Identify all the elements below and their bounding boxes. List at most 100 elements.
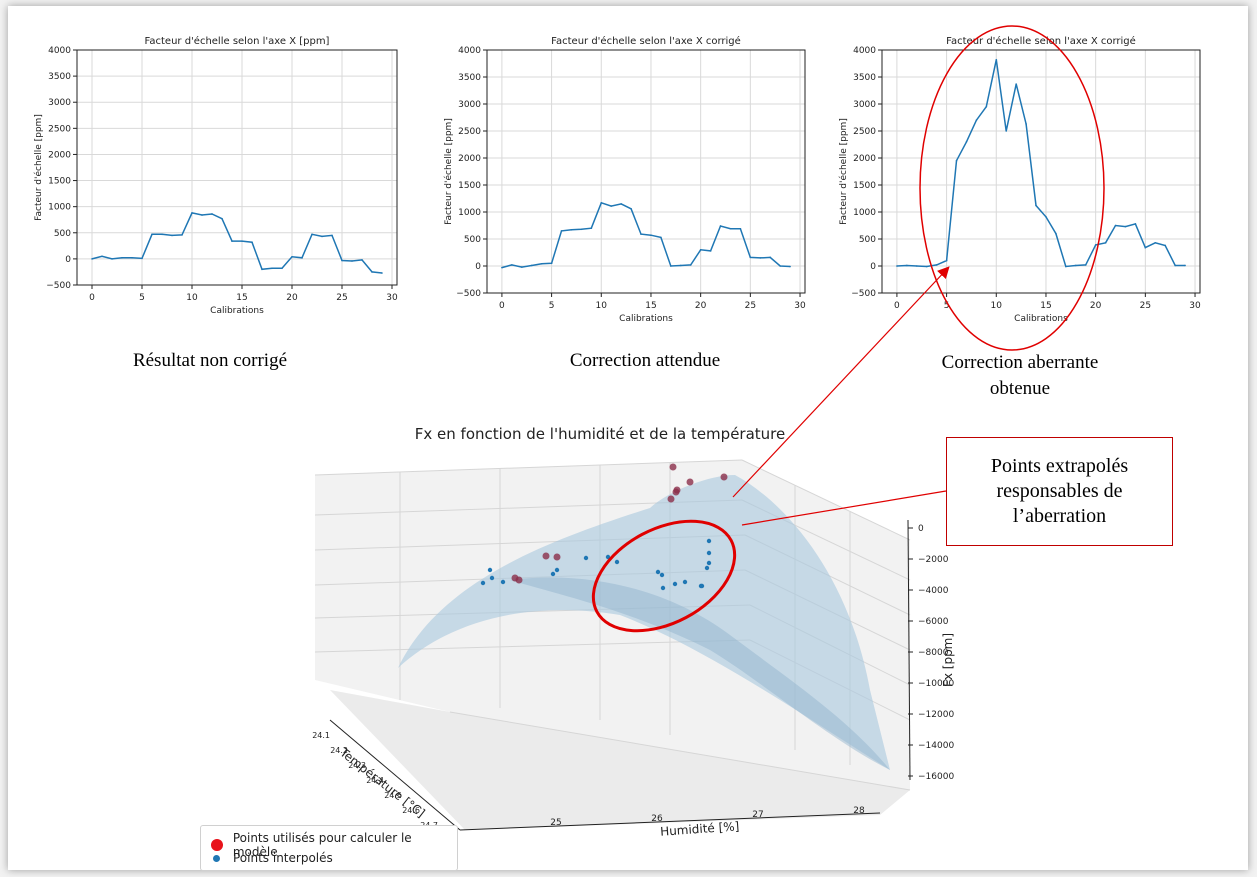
data-point <box>915 265 918 267</box>
x-tick-label: 20 <box>695 301 707 311</box>
point-used <box>720 473 728 481</box>
chart-title: Facteur d'échelle selon l'axe X corrigé <box>551 35 741 47</box>
data-point <box>699 249 702 251</box>
x-tick-label: 28 <box>853 806 865 816</box>
y-tick-label: 1000 <box>853 208 876 218</box>
data-point <box>1074 264 1077 267</box>
data-point <box>995 58 998 61</box>
y-tick-label: −500 <box>851 289 876 299</box>
data-point <box>670 265 672 267</box>
point-interpolated <box>487 567 493 573</box>
y-tick-label: 4000 <box>48 46 71 56</box>
y-tick-label: 24.6 <box>402 806 420 815</box>
data-point <box>291 256 293 258</box>
z-tick-label: 0 <box>918 524 924 534</box>
series-line <box>896 59 1186 268</box>
y-tick-label: 3500 <box>48 72 71 82</box>
data-point <box>590 227 593 229</box>
data-point <box>141 257 143 260</box>
points-used-group <box>511 463 728 584</box>
data-point <box>91 258 93 260</box>
point-interpolated <box>500 579 506 585</box>
point-used <box>667 495 675 503</box>
data-point <box>955 159 958 162</box>
point-interpolated <box>554 567 560 573</box>
zlabel: Fx [ppm] <box>941 633 955 687</box>
data-point <box>540 263 543 265</box>
data-point <box>1055 232 1057 235</box>
data-point <box>1124 225 1127 228</box>
callout-box: Points extrapolés responsables de l’aber… <box>946 437 1173 546</box>
data-point <box>530 264 533 267</box>
data-point <box>171 234 173 237</box>
data-point <box>985 105 988 108</box>
point-interpolated <box>706 560 712 566</box>
y-tick-label: 3500 <box>853 73 876 83</box>
data-point <box>729 227 732 230</box>
data-point <box>640 233 642 235</box>
point-interpolated <box>550 571 556 577</box>
y-tick-label: 4000 <box>853 46 876 56</box>
x-tick-label: 30 <box>1189 301 1201 311</box>
data-point <box>321 235 323 238</box>
data-point <box>1094 244 1097 246</box>
x-axis-label: Calibrations <box>619 314 673 324</box>
point-interpolated <box>659 572 665 578</box>
data-point <box>660 236 662 239</box>
data-point <box>271 267 273 270</box>
z-tick-label: −6000 <box>918 617 949 627</box>
data-point <box>361 259 363 261</box>
x-tick-label: 5 <box>139 293 145 303</box>
point-used <box>553 553 561 561</box>
y-tick-label: 2000 <box>853 154 876 164</box>
data-point <box>975 119 978 121</box>
plot-frame <box>881 49 1201 294</box>
data-point <box>1184 264 1186 267</box>
y-axis-label: Facteur d'échelle [ppm] <box>838 118 849 225</box>
data-point <box>709 250 712 252</box>
data-point <box>1104 241 1107 244</box>
y-tick-label: 1500 <box>48 177 71 187</box>
data-point <box>789 265 791 268</box>
y-tick-label: 1500 <box>853 181 876 191</box>
data-point <box>739 227 742 230</box>
data-point <box>121 257 123 259</box>
data-point <box>111 258 113 260</box>
point-interpolated <box>706 538 712 544</box>
x-tick-label: 15 <box>236 293 247 303</box>
y-axis-label: Facteur d'échelle [ppm] <box>33 114 44 221</box>
y-tick-label: 500 <box>54 229 71 239</box>
data-point <box>896 265 898 267</box>
data-point <box>520 266 523 268</box>
data-point <box>261 268 263 271</box>
y-tick-label: 24.2 <box>330 746 348 755</box>
data-point <box>101 255 103 258</box>
data-point <box>211 213 213 215</box>
x-tick-label: 5 <box>549 301 555 311</box>
x-ticks: 25 26 27 28 <box>550 806 865 828</box>
data-point <box>610 205 613 207</box>
x-tick-label: 27 <box>752 810 763 820</box>
data-point <box>351 260 353 262</box>
data-point <box>151 233 153 236</box>
x-tick-label: 20 <box>286 293 298 303</box>
legend-marker-interpolated <box>213 854 220 862</box>
x-tick-label: 30 <box>794 301 806 311</box>
data-point <box>281 267 283 270</box>
chart-uncorrected: 0 5 10 15 20 25 30 −500 0 500 1000 1500 2000 2500 3000… <box>33 35 398 316</box>
caption-aberrant: Correction aberrante obtenue <box>941 352 1099 399</box>
y-tick-label: 2500 <box>458 127 481 137</box>
y-tick-label: 2500 <box>48 124 71 134</box>
series-line <box>91 212 383 274</box>
data-point <box>1015 83 1017 85</box>
xlabel: Humidité [%] <box>660 819 740 838</box>
y-tick-label: 0 <box>870 262 876 272</box>
plot-frame <box>76 49 398 286</box>
x-tick-label: 5 <box>944 301 950 311</box>
data-point <box>221 217 223 220</box>
x-axis <box>459 812 881 831</box>
point-interpolated <box>614 559 620 565</box>
x-axis-label: Calibrations <box>1014 314 1068 324</box>
point-used <box>515 576 523 584</box>
data-point <box>331 234 333 237</box>
